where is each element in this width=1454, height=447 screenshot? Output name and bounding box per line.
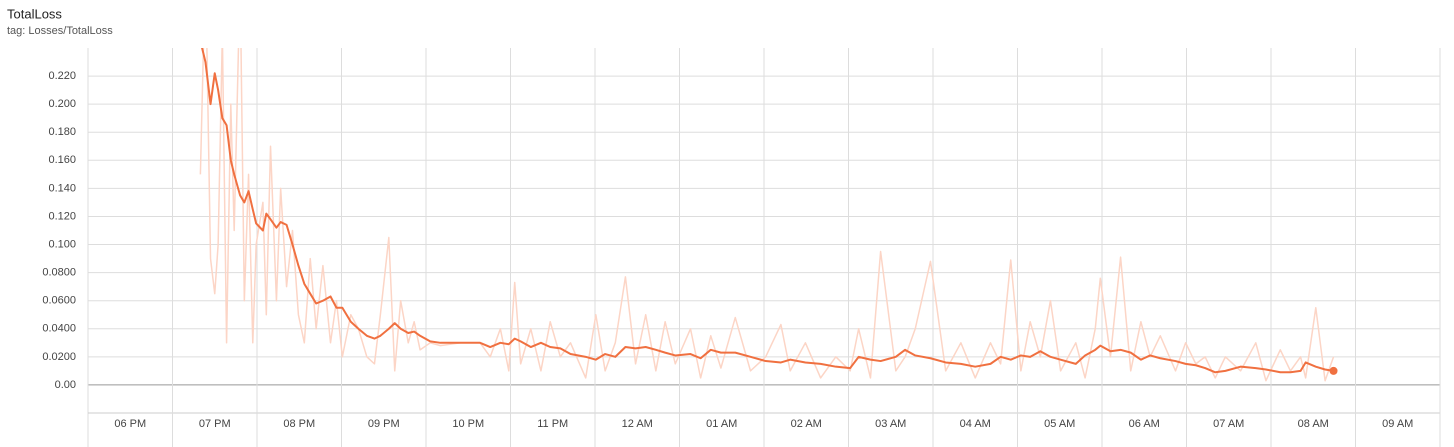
y-tick-label: 0.00	[55, 379, 76, 391]
x-tick-label: 06 PM	[114, 418, 146, 430]
x-tick-label: 05 AM	[1044, 418, 1075, 430]
x-tick-label: 08 PM	[283, 418, 315, 430]
x-tick-label: 11 PM	[537, 418, 568, 430]
y-tick-label: 0.0400	[42, 323, 76, 335]
grid: 0.00 0.0200 0.0400 0.0600 0.0800 0.100 0.120 0.…	[42, 48, 1441, 447]
chart-subtitle: tag: Losses/TotalLoss	[7, 25, 113, 37]
x-tick-label: 12 AM	[622, 418, 653, 430]
y-tick-label: 0.140	[48, 182, 76, 194]
x-tick-label: 07 AM	[1213, 418, 1244, 430]
x-tick-label: 01 AM	[706, 418, 737, 430]
x-tick-label: 09 AM	[1382, 418, 1413, 430]
x-tick-label: 03 AM	[875, 418, 906, 430]
chart-title: TotalLoss	[7, 6, 62, 21]
y-tick-label: 0.220	[48, 70, 76, 82]
smoothed-line	[201, 48, 1334, 374]
y-tick-label: 0.160	[48, 154, 76, 166]
x-tick-label: 02 AM	[791, 418, 822, 430]
y-tick-label: 0.0200	[42, 351, 76, 363]
y-tick-label: 0.200	[48, 98, 76, 110]
x-tick-label: 10 PM	[452, 418, 484, 430]
y-tick-label: 0.0800	[42, 267, 76, 279]
raw-line	[199, 48, 1335, 382]
x-tick-label: 06 AM	[1129, 418, 1160, 430]
plot-area	[199, 48, 1335, 382]
x-tick-label: 04 AM	[960, 418, 991, 430]
y-tick-label: 0.0600	[42, 295, 76, 307]
y-tick-label: 0.180	[48, 126, 76, 138]
x-tick-label: 08 AM	[1298, 418, 1329, 430]
y-tick-label: 0.120	[48, 210, 76, 222]
end-point	[1329, 366, 1338, 375]
x-tick-label: 07 PM	[199, 418, 231, 430]
y-tick-label: 0.100	[48, 238, 76, 250]
x-tick-label: 09 PM	[368, 418, 400, 430]
